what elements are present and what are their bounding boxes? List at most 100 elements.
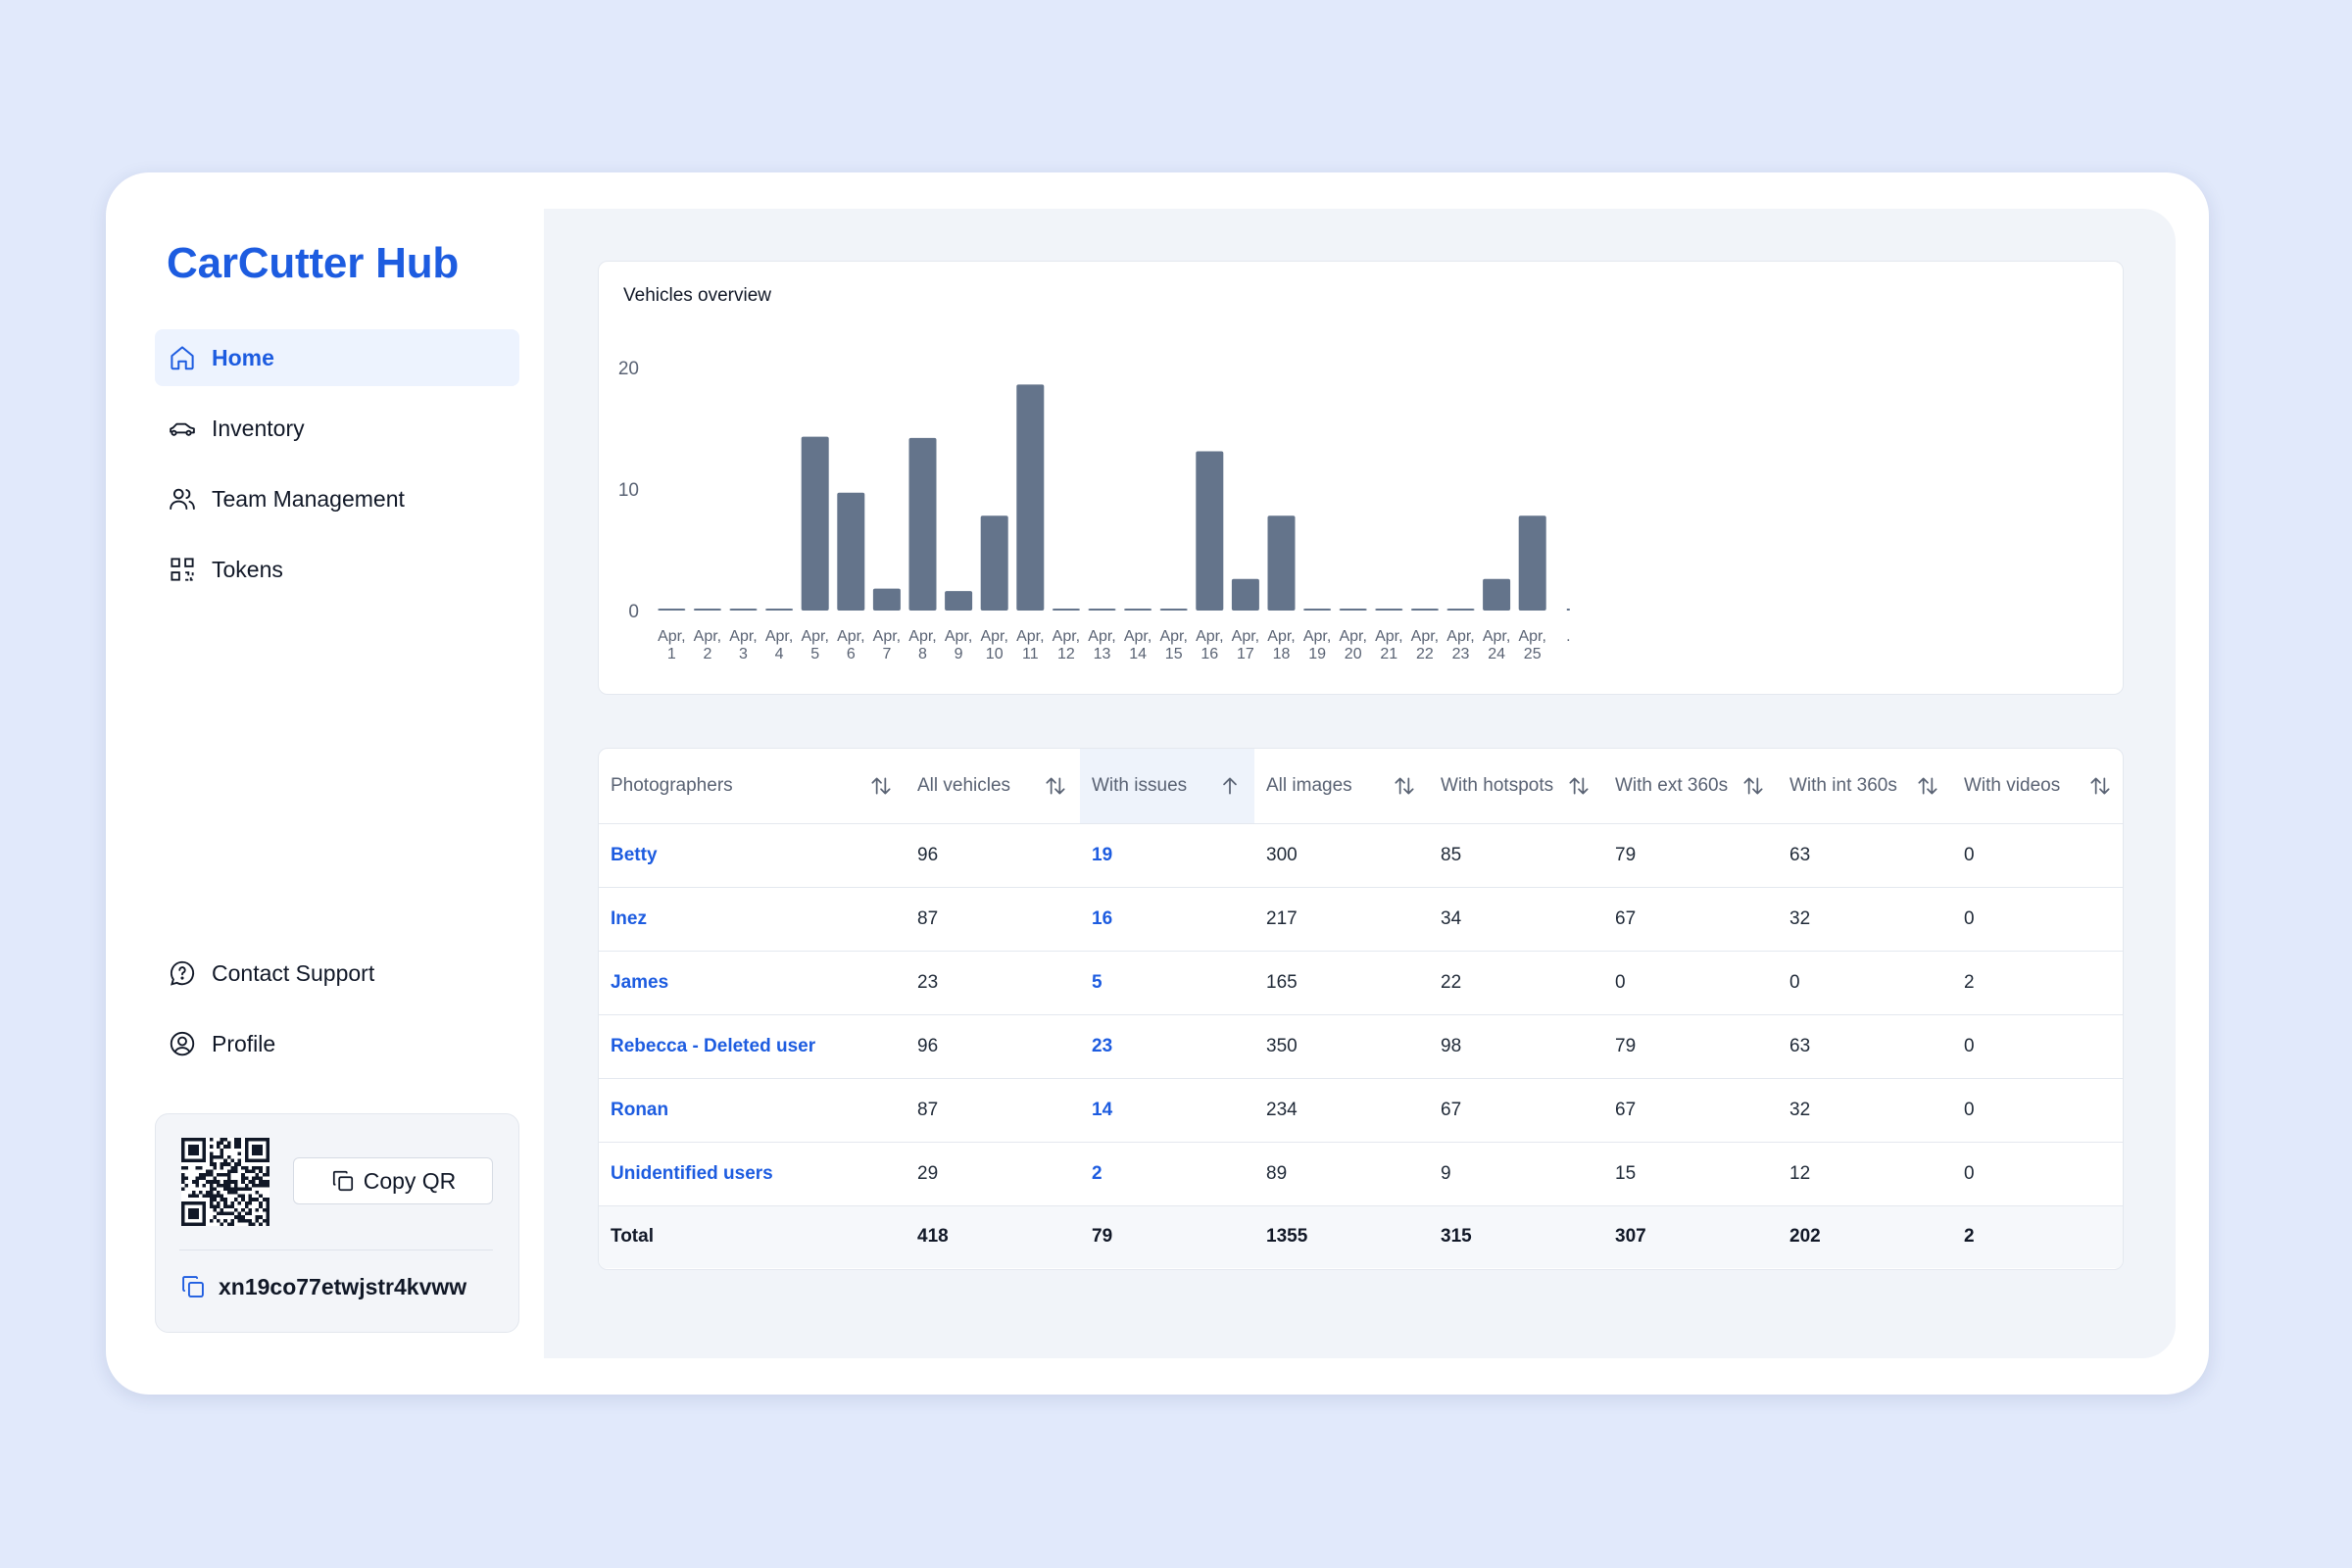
column-header[interactable]: With issues [1080,749,1254,824]
issues-count-link[interactable]: 5 [1080,951,1254,1015]
nav-label-inventory: Inventory [212,415,305,441]
photographer-link[interactable]: Inez [599,887,906,952]
table-cell: 0 [1952,1142,2123,1206]
column-header[interactable]: All vehicles [906,749,1080,824]
bar[interactable] [1052,609,1080,611]
bar[interactable] [1124,609,1152,611]
table-cell: 79 [1603,823,1778,888]
issues-count-link[interactable]: 23 [1080,1014,1254,1079]
sort-icon[interactable] [1566,773,1592,799]
table-cell: 67 [1603,887,1778,952]
y-tick-label: 10 [618,480,639,501]
x-tick-label: Apr, 9 [945,628,972,662]
bar[interactable] [1088,609,1116,611]
bar[interactable] [1483,578,1511,611]
bar[interactable] [1016,384,1045,611]
bar[interactable] [658,609,686,611]
y-tick-label: 20 [618,359,639,379]
photographer-link[interactable]: Rebecca - Deleted user [599,1014,906,1079]
bar[interactable] [1159,609,1188,611]
column-header[interactable]: All images [1254,749,1429,824]
bar[interactable] [980,515,1008,611]
copy-icon [182,1276,204,1298]
table-cell: 350 [1254,1014,1429,1079]
sort-ascending-icon[interactable] [1217,773,1243,799]
bar[interactable] [908,437,937,611]
nav-item-inventory[interactable]: Inventory [155,400,519,457]
bar[interactable] [1375,609,1403,611]
total-cell: 418 [906,1205,1080,1268]
table-cell: 15 [1603,1142,1778,1206]
bar[interactable] [1446,609,1475,611]
table-row[interactable]: Ronan 87 14 234 67 67 32 0 [599,1078,2123,1143]
sort-icon[interactable] [2087,773,2113,799]
car-icon [167,413,198,444]
nav-item-profile[interactable]: Profile [155,1015,519,1072]
users-icon [167,483,198,514]
table-cell: 23 [906,951,1080,1015]
issues-count-link[interactable]: 19 [1080,823,1254,888]
sort-icon[interactable] [1740,773,1766,799]
bar[interactable] [872,588,901,611]
bar[interactable] [1196,451,1224,611]
issues-count-link[interactable]: 2 [1080,1142,1254,1206]
bar[interactable] [729,609,758,611]
bar[interactable] [837,492,865,611]
nav-item-contact-support[interactable]: Contact Support [155,945,519,1002]
table-row[interactable]: Rebecca - Deleted user 96 23 350 98 79 63 0 [599,1014,2123,1079]
bar[interactable] [1339,609,1367,611]
photographer-link[interactable]: Unidentified users [599,1142,906,1206]
column-header[interactable]: With int 360s [1778,749,1952,824]
copy-icon [332,1170,353,1192]
x-tick-label: Apr, 3 [729,628,757,662]
column-header-label: With issues [1092,774,1188,796]
table-row[interactable]: Betty 96 19 300 85 79 63 0 [599,823,2123,888]
table-row[interactable]: James 23 5 165 22 0 0 2 [599,951,2123,1015]
photographer-link[interactable]: James [599,951,906,1015]
bar[interactable] [1303,609,1332,611]
table-row[interactable]: Inez 87 16 217 34 67 32 0 [599,887,2123,952]
nav-item-home[interactable]: Home [155,329,519,386]
profile-icon [167,1028,198,1059]
table-row[interactable]: Unidentified users 29 2 89 9 15 12 0 [599,1142,2123,1206]
column-header[interactable]: With hotspots [1429,749,1603,824]
sort-icon[interactable] [1043,773,1068,799]
bar[interactable] [1231,578,1259,611]
qr-code-image [181,1138,270,1226]
issues-count-link[interactable]: 14 [1080,1078,1254,1143]
table-cell: 22 [1429,951,1603,1015]
copy-qr-button[interactable]: Copy QR [293,1157,493,1204]
nav-label-tokens: Tokens [212,556,283,582]
column-header[interactable]: Photographers [599,749,906,824]
bar[interactable] [693,609,721,611]
bar[interactable] [1410,609,1439,611]
bar[interactable] [1518,515,1546,611]
nav-label-home: Home [212,344,274,370]
table-cell: 87 [906,887,1080,952]
column-header[interactable]: With ext 360s [1603,749,1778,824]
nav-item-tokens[interactable]: Tokens [155,541,519,598]
bar[interactable] [1267,515,1296,611]
table-cell: 32 [1778,887,1952,952]
sort-icon[interactable] [1392,773,1417,799]
nav-item-team-management[interactable]: Team Management [155,470,519,527]
photographer-link[interactable]: Ronan [599,1078,906,1143]
sort-icon[interactable] [1915,773,1940,799]
support-chat-icon [167,957,198,989]
brand-logo[interactable]: CarCutter Hub [167,239,460,287]
copy-token-button[interactable]: xn19co77etwjstr4kvww [179,1273,466,1300]
x-tick-label: Apr, 7 [873,628,901,662]
main-content: Vehicles overview 0 10 20 Apr, 1 Apr, 2 Apr, 3 Ap… [544,209,2176,1358]
issues-count-link[interactable]: 16 [1080,887,1254,952]
x-tick-label: Apr, 22 [1411,628,1439,662]
photographer-link[interactable]: Betty [599,823,906,888]
column-header[interactable]: With videos [1952,749,2123,824]
table-header-row: Photographers All vehicles With issues All … [599,749,2123,824]
bar[interactable] [765,609,794,611]
bar[interactable] [945,591,973,611]
sort-icon[interactable] [868,773,894,799]
token-value: xn19co77etwjstr4kvww [219,1273,467,1299]
x-tick-label: Apr, 1 [658,628,685,662]
bar[interactable] [801,436,829,611]
bar[interactable] [1566,609,1570,611]
